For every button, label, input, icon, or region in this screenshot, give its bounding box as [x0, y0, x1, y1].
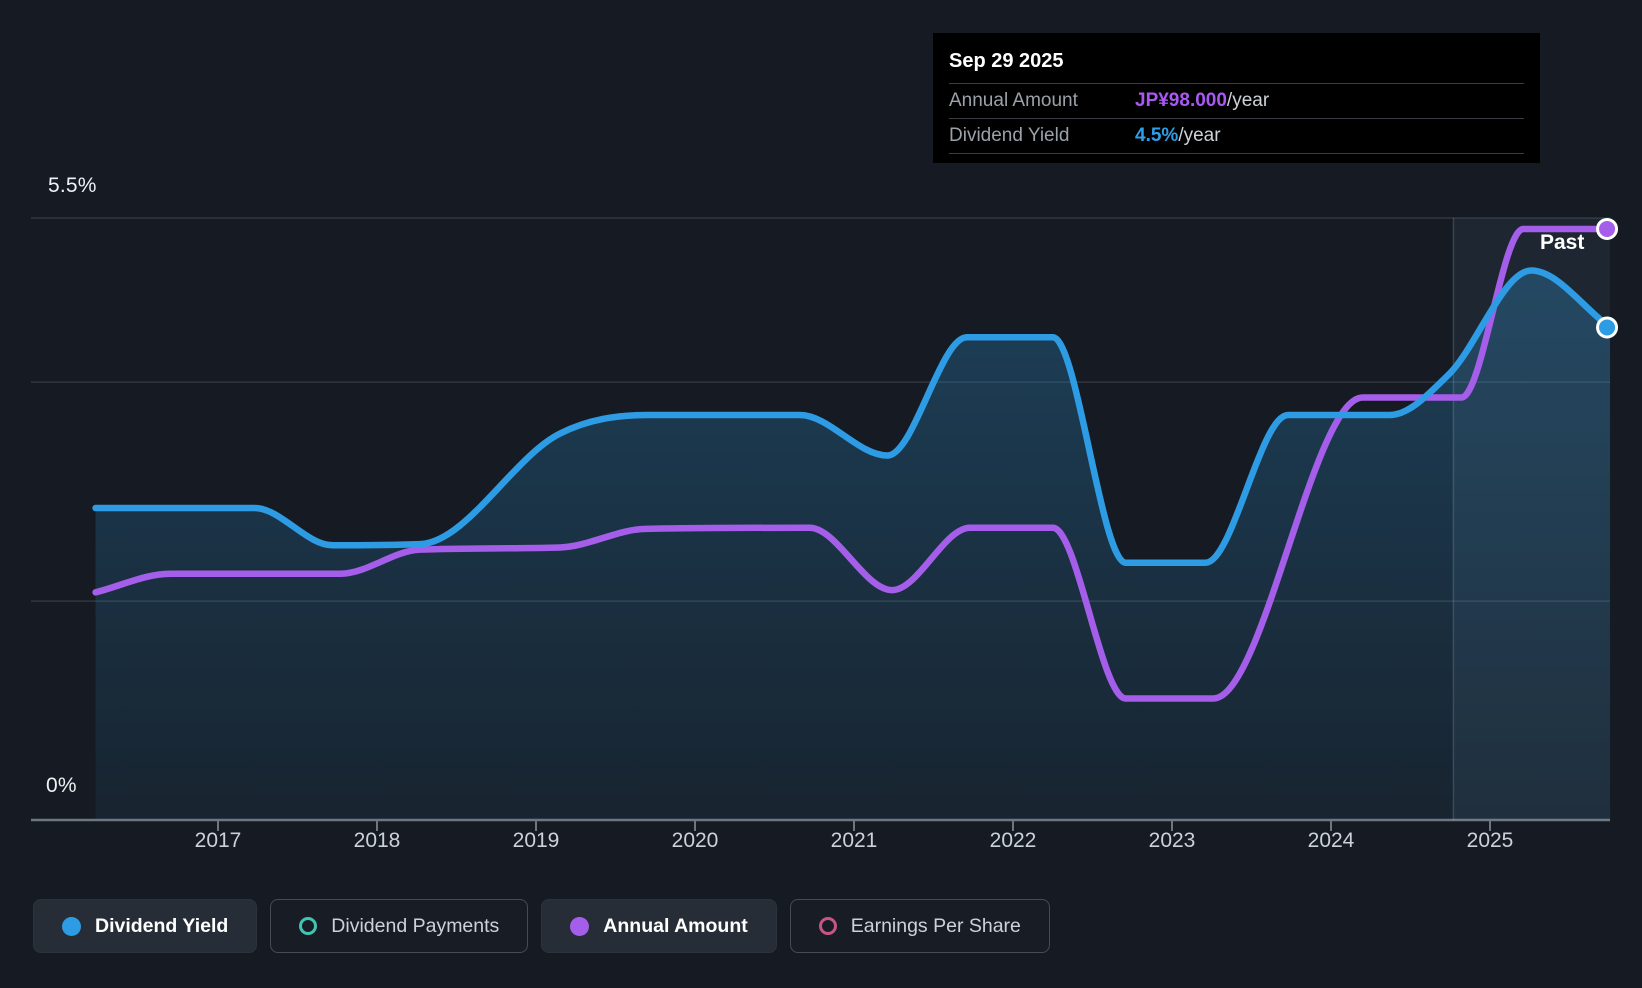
y-axis-label-max: 5.5%: [48, 174, 97, 197]
dividend-payments-icon: [299, 917, 318, 935]
tooltip-row-dividend-yield: Dividend Yield 4.5% /year: [949, 119, 1524, 154]
legend-label: Annual Amount: [603, 914, 748, 937]
y-axis-label-min: 0%: [46, 774, 77, 797]
legend-dividend-payments[interactable]: Dividend Payments: [270, 899, 529, 953]
past-label: Past: [1540, 231, 1585, 254]
dividend-yield-icon: [62, 916, 81, 936]
tooltip-label: Dividend Yield: [949, 125, 1070, 146]
tooltip-row-annual-amount: Annual Amount JP¥98.000 /year: [949, 84, 1524, 119]
x-axis-label-2025: 2025: [1466, 829, 1514, 852]
legend-annual-amount[interactable]: Annual Amount: [541, 899, 777, 953]
annual-amount-line[interactable]: [92, 225, 1614, 702]
annual-amount-end-marker[interactable]: [1596, 217, 1619, 240]
tooltip-label: Annual Amount: [949, 90, 1078, 111]
tooltip-suffix: /year: [1178, 125, 1221, 146]
x-axis-label-2021: 2021: [830, 829, 878, 852]
tooltip-date: Sep 29 2025: [949, 41, 1524, 84]
x-axis-label-2018: 2018: [353, 829, 401, 852]
chart-tooltip: Sep 29 2025 Annual Amount JP¥98.000 /yea…: [933, 33, 1540, 163]
x-axis-label-2020: 2020: [671, 829, 719, 852]
annual-amount-icon: [570, 916, 590, 936]
legend-dividend-yield[interactable]: Dividend Yield: [33, 899, 258, 953]
x-axis-label-2022: 2022: [989, 829, 1037, 852]
tooltip-value: 4.5%: [1135, 125, 1179, 146]
past-highlight-band: [1453, 218, 1610, 820]
x-axis-label-2023: 2023: [1148, 829, 1196, 852]
chart-legend: Dividend Yield Dividend Payments Annual Am…: [33, 899, 1050, 953]
legend-earnings-per-share[interactable]: Earnings Per Share: [789, 899, 1050, 953]
earnings-per-share-icon: [818, 917, 837, 935]
legend-label: Dividend Yield: [95, 914, 229, 937]
x-axis-label-2019: 2019: [512, 829, 560, 852]
legend-label: Earnings Per Share: [850, 914, 1021, 937]
tooltip-suffix: /year: [1226, 90, 1270, 111]
dividend-yield-end-marker[interactable]: [1596, 316, 1619, 339]
tooltip-value: JP¥98.000: [1135, 90, 1227, 111]
legend-label: Dividend Payments: [331, 914, 500, 937]
dividend-yield-line[interactable]: [92, 267, 1614, 567]
x-axis-label-2017: 2017: [194, 829, 242, 852]
x-axis-label-2024: 2024: [1307, 829, 1355, 852]
